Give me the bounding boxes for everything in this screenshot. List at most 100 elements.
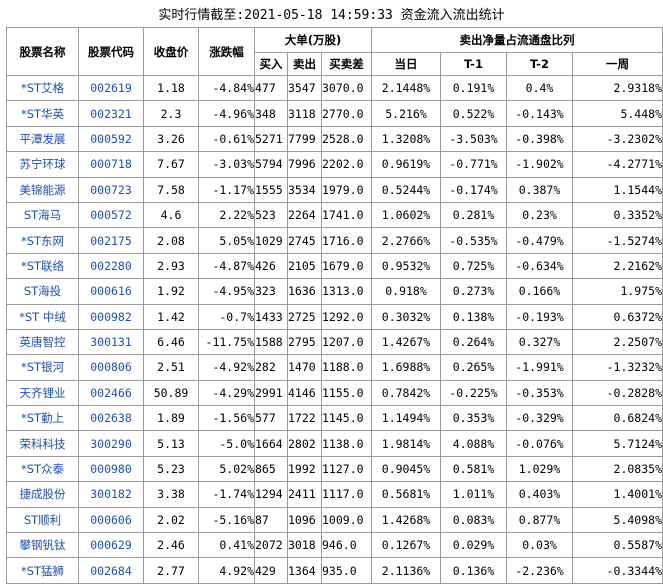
change-pct: 0.41% xyxy=(198,532,255,559)
ratio-t2: -0.143% xyxy=(506,100,573,127)
buy-volume: 1664 xyxy=(254,430,288,457)
stock-code-link[interactable]: 000616 xyxy=(78,278,144,305)
close-price: 2.51 xyxy=(143,354,199,381)
stock-name-link[interactable]: *ST华英 xyxy=(6,100,79,127)
close-price: 2.77 xyxy=(143,557,199,584)
ratio-week: 5.7124% xyxy=(572,430,663,457)
buy-sell-diff: 1716.0 xyxy=(321,227,372,254)
ratio-week: 2.2507% xyxy=(572,328,663,356)
stock-name-link[interactable]: *ST 中绒 xyxy=(6,303,79,330)
sell-volume: 1636 xyxy=(287,278,322,305)
stock-code-link[interactable]: 000572 xyxy=(78,201,144,229)
ratio-t1: 0.265% xyxy=(440,354,507,381)
sell-volume: 2725 xyxy=(287,303,322,330)
stock-code-link[interactable]: 000980 xyxy=(78,455,144,483)
buy-volume: 865 xyxy=(254,455,288,483)
ratio-t2: -2.236% xyxy=(506,557,573,584)
ratio-t1: 0.138% xyxy=(440,303,507,330)
stock-code-link[interactable]: 000629 xyxy=(78,532,144,559)
stock-code-link[interactable]: 000723 xyxy=(78,176,144,203)
ratio-week: 0.5587% xyxy=(572,532,663,559)
change-pct: -4.84% xyxy=(198,74,255,102)
stock-name-link[interactable]: 苏宁环球 xyxy=(6,151,79,178)
stock-name-link[interactable]: 英唐智控 xyxy=(6,328,79,356)
stock-code-link[interactable]: 000592 xyxy=(78,125,144,153)
change-pct: -5.0% xyxy=(198,430,255,457)
stock-code-link[interactable]: 002321 xyxy=(78,100,144,127)
change-pct: -1.17% xyxy=(198,176,255,203)
table-row: *ST银河 000806 2.51 -4.92% 282 1470 1188.0 1.6988… xyxy=(6,354,663,381)
table-row: 攀钢钒钛 000629 2.46 0.41% 2072 3018 946.0 0.1267% 0… xyxy=(6,532,663,559)
stock-name-link[interactable]: ST海投 xyxy=(6,278,79,305)
buy-volume: 2991 xyxy=(254,379,288,407)
stock-name-link[interactable]: 天齐锂业 xyxy=(6,379,79,407)
ratio-week: 1.4001% xyxy=(572,481,663,508)
ratio-t1: 0.029% xyxy=(440,532,507,559)
stock-code-link[interactable]: 002280 xyxy=(78,252,144,280)
buy-volume: 1588 xyxy=(254,328,288,356)
stock-name-link[interactable]: *ST联络 xyxy=(6,252,79,280)
stock-name-link[interactable]: *ST东网 xyxy=(6,227,79,254)
stock-code-link[interactable]: 002684 xyxy=(78,557,144,584)
ratio-t2: 0.327% xyxy=(506,328,573,356)
ratio-t2: 0.403% xyxy=(506,481,573,508)
stock-code-link[interactable]: 002175 xyxy=(78,227,144,254)
ratio-week: 0.6372% xyxy=(572,303,663,330)
buy-sell-diff: 1679.0 xyxy=(321,252,372,280)
table-row: *ST 中绒 000982 1.42 -0.7% 1433 2725 1292.0 0.303… xyxy=(6,303,663,330)
stock-code-link[interactable]: 300131 xyxy=(78,328,144,356)
buy-sell-diff: 1155.0 xyxy=(321,379,372,407)
table-row: ST海马 000572 4.6 2.22% 523 2264 1741.0 1.0602% 0.… xyxy=(6,201,663,229)
ratio-t1: 4.088% xyxy=(440,430,507,457)
stock-code-link[interactable]: 300290 xyxy=(78,430,144,457)
change-pct: 4.92% xyxy=(198,557,255,584)
stock-code-link[interactable]: 300182 xyxy=(78,481,144,508)
stock-name-link[interactable]: 攀钢钒钛 xyxy=(6,532,79,559)
stock-code-link[interactable]: 002638 xyxy=(78,405,144,432)
close-price: 2.46 xyxy=(143,532,199,559)
header-change: 涨跌幅 xyxy=(198,27,255,76)
stock-name-link[interactable]: ST海马 xyxy=(6,201,79,229)
stock-name-link[interactable]: 荣科科技 xyxy=(6,430,79,457)
close-price: 3.26 xyxy=(143,125,199,153)
ratio-day: 1.9814% xyxy=(371,430,441,457)
buy-volume: 429 xyxy=(254,557,288,584)
table-row: ST顺利 000606 2.02 -5.16% 87 1096 1009.0 1.4268% 0… xyxy=(6,506,663,534)
ratio-week: 1.975% xyxy=(572,278,663,305)
sell-volume: 7799 xyxy=(287,125,322,153)
stock-name-link[interactable]: 捷成股份 xyxy=(6,481,79,508)
sell-volume: 3118 xyxy=(287,100,322,127)
ratio-t2: 0.23% xyxy=(506,201,573,229)
change-pct: -1.56% xyxy=(198,405,255,432)
stock-name-link[interactable]: 平潭发展 xyxy=(6,125,79,153)
buy-sell-diff: 1117.0 xyxy=(321,481,372,508)
ratio-day: 0.1267% xyxy=(371,532,441,559)
close-price: 2.93 xyxy=(143,252,199,280)
stock-code-link[interactable]: 000606 xyxy=(78,506,144,534)
buy-volume: 1555 xyxy=(254,176,288,203)
stock-code-link[interactable]: 000718 xyxy=(78,151,144,178)
ratio-week: -1.5274% xyxy=(572,227,663,254)
change-pct: -4.95% xyxy=(198,278,255,305)
stock-code-link[interactable]: 002466 xyxy=(78,379,144,407)
buy-volume: 5794 xyxy=(254,151,288,178)
ratio-week: 1.1544% xyxy=(572,176,663,203)
buy-volume: 2072 xyxy=(254,532,288,559)
stock-name-link[interactable]: *ST众泰 xyxy=(6,455,79,483)
stock-name-link[interactable]: *ST猛狮 xyxy=(6,557,79,584)
sell-volume: 2745 xyxy=(287,227,322,254)
change-pct: -1.74% xyxy=(198,481,255,508)
ratio-t2: 1.029% xyxy=(506,455,573,483)
stock-name-link[interactable]: *ST艾格 xyxy=(6,74,79,102)
buy-volume: 523 xyxy=(254,201,288,229)
stock-code-link[interactable]: 000806 xyxy=(78,354,144,381)
ratio-day: 1.4267% xyxy=(371,328,441,356)
table-body: *ST艾格 002619 1.18 -4.84% 477 3547 3070.0 2.1448… xyxy=(6,74,663,584)
stock-name-link[interactable]: ST顺利 xyxy=(6,506,79,534)
stock-code-link[interactable]: 000982 xyxy=(78,303,144,330)
stock-code-link[interactable]: 002619 xyxy=(78,74,144,102)
ratio-t2: 0.03% xyxy=(506,532,573,559)
stock-name-link[interactable]: *ST银河 xyxy=(6,354,79,381)
stock-name-link[interactable]: 美锦能源 xyxy=(6,176,79,203)
stock-name-link[interactable]: *ST勤上 xyxy=(6,405,79,432)
